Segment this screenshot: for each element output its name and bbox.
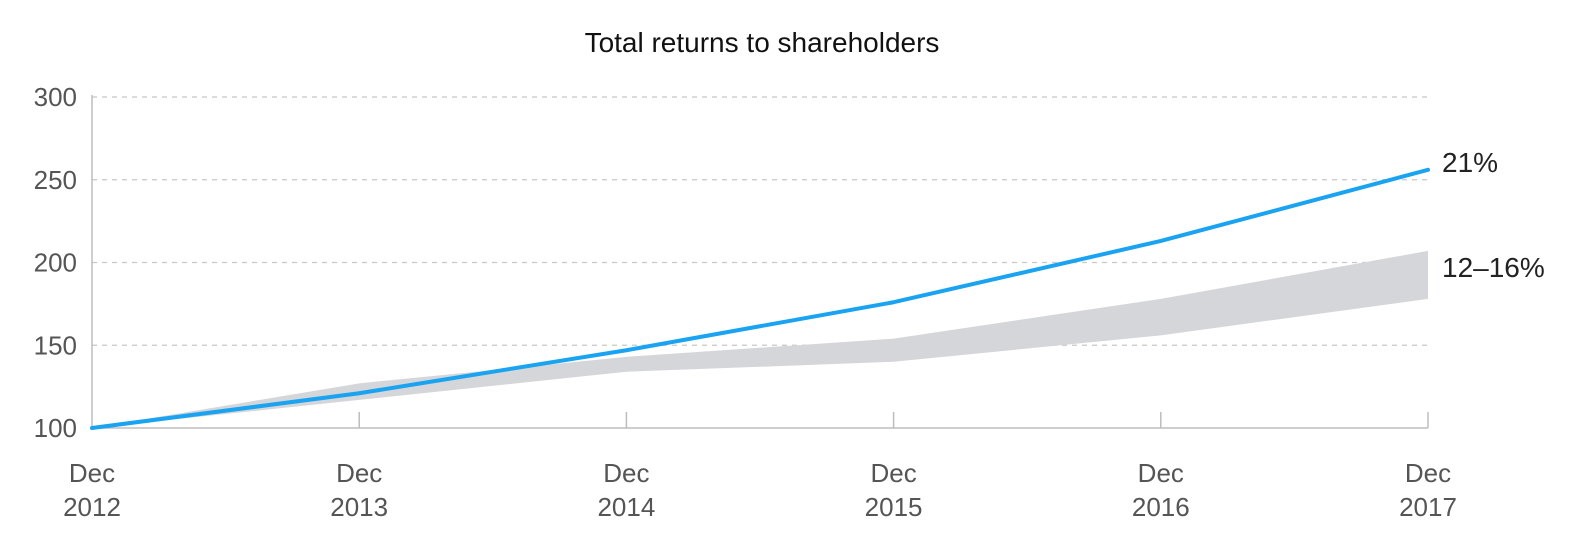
y-tick-label: 300 <box>34 82 77 112</box>
series-line <box>90 167 1430 430</box>
x-tick-month: Dec <box>69 458 115 488</box>
x-tick-month: Dec <box>1405 458 1451 488</box>
x-tick-year: 2012 <box>63 492 121 522</box>
x-tick-year: 2015 <box>865 492 923 522</box>
x-tick-year: 2014 <box>597 492 655 522</box>
x-tick-year: 2017 <box>1399 492 1457 522</box>
series-end-label: 21% <box>1442 147 1498 178</box>
x-tick-month: Dec <box>603 458 649 488</box>
y-tick-label: 150 <box>34 330 77 360</box>
x-tick-year: 2016 <box>1132 492 1190 522</box>
x-tick-labels: Dec 2012 Dec 2013 Dec 2014 Dec 2015 Dec 2016 Dec 20… <box>63 458 1457 522</box>
gridlines <box>92 96 1428 346</box>
chart-title: Total returns to shareholders <box>585 27 940 58</box>
x-tick-month: Dec <box>336 458 382 488</box>
y-tick-labels: 100 150 200 250 300 <box>34 82 77 443</box>
band-end-label: 12–16% <box>1442 252 1545 283</box>
x-tick-month: Dec <box>870 458 916 488</box>
x-tick-month: Dec <box>1138 458 1184 488</box>
series-line-layer <box>90 167 1430 430</box>
y-tick-label: 100 <box>34 413 77 443</box>
y-tick-label: 250 <box>34 165 77 195</box>
y-tick-label: 200 <box>34 248 77 278</box>
x-tick-year: 2013 <box>330 492 388 522</box>
axes <box>91 95 1429 429</box>
